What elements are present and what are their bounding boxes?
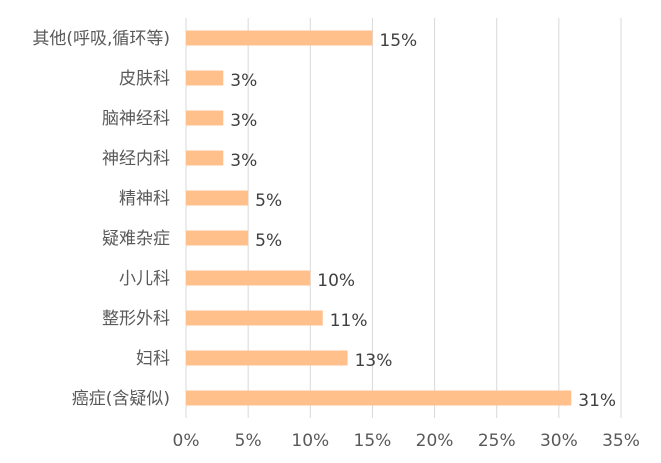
data-label: 11% [330,311,368,331]
category-label: 神经内科 [102,149,170,169]
data-label: 15% [379,31,417,51]
bar [186,230,249,246]
x-tick-label: 10% [291,431,329,451]
x-tick-label: 0% [173,431,200,451]
x-tick-label: 15% [354,431,392,451]
bar [186,350,348,366]
bar [186,30,373,46]
category-labels: 其他(呼吸,循环等) 皮肤科脑神经科神经内科精神科疑难杂症小儿科整形外科妇科癌症(… [32,29,170,409]
category-label: 皮肤科 [119,69,170,89]
data-label: 13% [355,351,393,371]
bar [186,150,224,166]
data-label: 5% [255,191,282,211]
bar [186,110,224,126]
bar [186,310,323,326]
data-label: 5% [255,231,282,251]
data-label: 10% [317,271,355,291]
x-tick-label: 30% [540,431,578,451]
x-tick-label: 35% [602,431,640,451]
category-label: 整形外科 [102,309,170,329]
category-label: 疑难杂症 [102,229,170,249]
data-label: 31% [578,391,616,411]
bars [186,30,572,406]
data-labels: 15% 3% 3% 3% 5% 5% 10% 11% 13% 31% [230,31,616,411]
data-label: 3% [230,151,257,171]
data-label: 3% [230,111,257,131]
x-axis-tick-labels: 0% 5% 10% 15% 20% 25% 30% 35% [173,431,640,451]
bar [186,270,311,286]
data-label: 3% [230,71,257,91]
category-label: 其他(呼吸,循环等) [32,29,170,49]
category-label: 小儿科 [119,269,170,289]
bar [186,70,224,86]
category-label: 脑神经科 [102,109,170,129]
bar [186,190,249,206]
category-label: 精神科 [119,189,170,209]
gridlines [185,18,622,418]
x-tick-label: 25% [478,431,516,451]
bar [186,390,572,406]
x-tick-label: 5% [235,431,262,451]
category-label: 癌症(含疑似) [72,389,170,409]
x-tick-label: 20% [416,431,454,451]
category-label: 妇科 [136,349,170,369]
